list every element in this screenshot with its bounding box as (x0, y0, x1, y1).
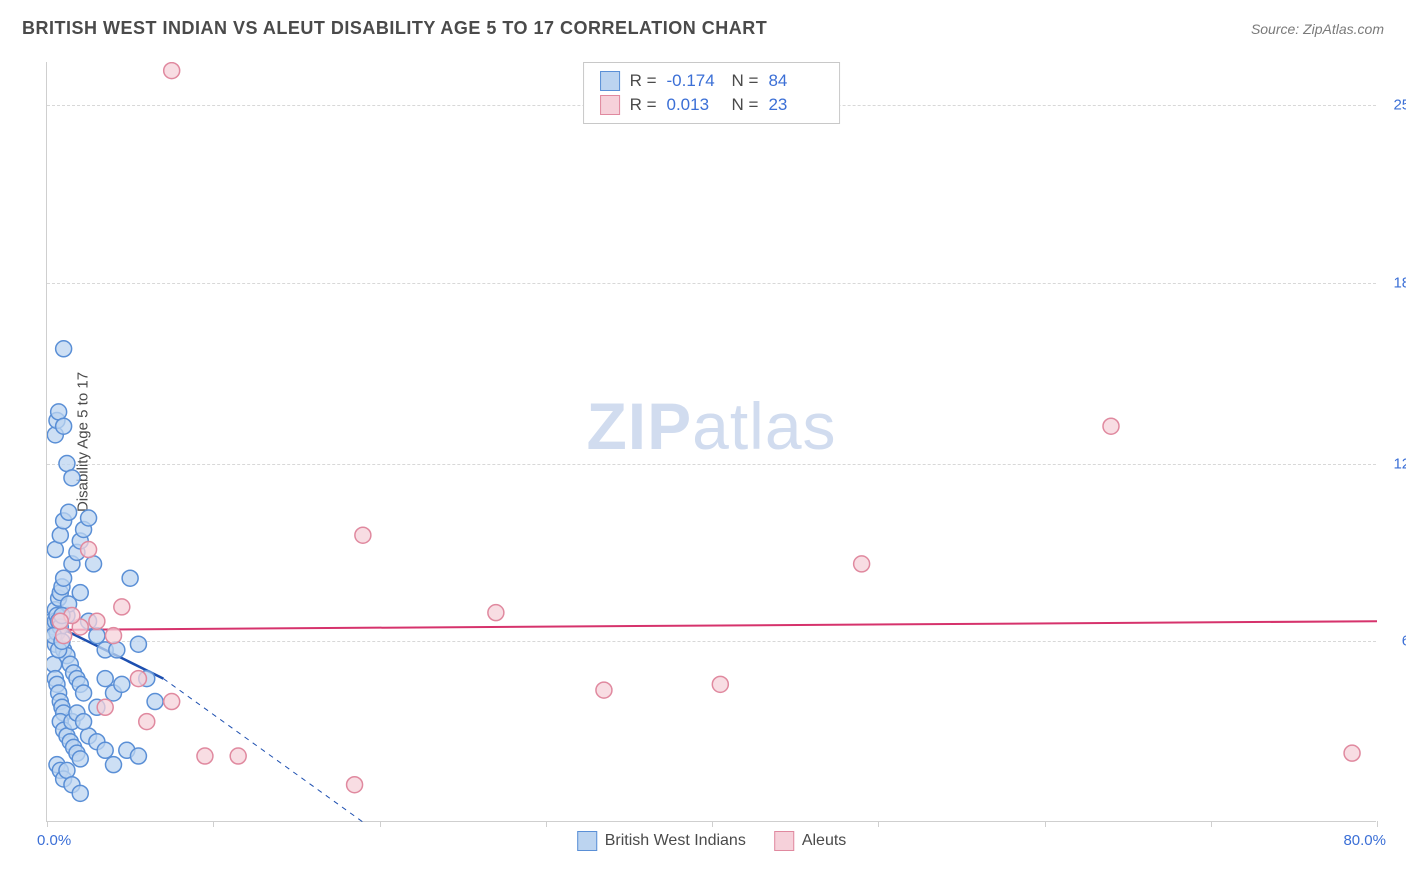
legend-label-series-1: Aleuts (802, 832, 846, 850)
data-point-series-1 (164, 694, 180, 710)
r-value-series-0: -0.174 (667, 71, 722, 91)
y-tick-label: 6.3% (1402, 633, 1406, 650)
data-point-series-0 (86, 556, 102, 572)
data-point-series-1 (488, 605, 504, 621)
data-point-series-0 (97, 671, 113, 687)
series-legend: British West Indians Aleuts (577, 831, 847, 851)
plot-svg (47, 62, 1377, 822)
data-point-series-1 (1103, 418, 1119, 434)
legend-label-series-0: British West Indians (605, 832, 746, 850)
data-point-series-0 (130, 636, 146, 652)
data-point-series-0 (72, 751, 88, 767)
legend-row-series-0: R = -0.174 N = 84 (600, 69, 824, 93)
data-point-series-1 (52, 613, 68, 629)
data-point-series-0 (59, 456, 75, 472)
correlation-legend: R = -0.174 N = 84 R = 0.013 N = 23 (583, 62, 841, 124)
title-bar: BRITISH WEST INDIAN VS ALEUT DISABILITY … (22, 18, 1384, 39)
data-point-series-1 (197, 748, 213, 764)
x-tick (1211, 821, 1212, 827)
scatter-plot-area: Disability Age 5 to 17 ZIPatlas 6.3%12.5… (46, 62, 1376, 822)
x-axis-min-label: 0.0% (37, 832, 71, 849)
source-attribution: Source: ZipAtlas.com (1251, 21, 1384, 37)
trend-line-aleuts (47, 621, 1377, 630)
legend-item-series-0: British West Indians (577, 831, 746, 851)
data-point-series-0 (72, 785, 88, 801)
data-point-series-1 (347, 777, 363, 793)
legend-item-series-1: Aleuts (774, 831, 846, 851)
data-point-series-0 (61, 504, 77, 520)
y-tick-label: 18.8% (1393, 274, 1406, 291)
data-point-series-0 (56, 570, 72, 586)
trend-line-bwi-dashed (163, 679, 363, 822)
data-point-series-0 (47, 542, 63, 558)
data-point-series-0 (106, 757, 122, 773)
data-point-series-0 (147, 694, 163, 710)
data-point-series-0 (59, 762, 75, 778)
x-tick (47, 821, 48, 827)
x-tick (1045, 821, 1046, 827)
x-tick (546, 821, 547, 827)
data-point-series-1 (712, 676, 728, 692)
data-point-series-1 (164, 63, 180, 79)
legend-swatch-bottom-0 (577, 831, 597, 851)
data-point-series-1 (854, 556, 870, 572)
x-tick (878, 821, 879, 827)
data-point-series-0 (51, 404, 67, 420)
data-point-series-1 (130, 671, 146, 687)
data-point-series-0 (109, 642, 125, 658)
data-point-series-0 (122, 570, 138, 586)
data-point-series-1 (230, 748, 246, 764)
data-point-series-1 (1344, 745, 1360, 761)
r-value-series-1: 0.013 (667, 95, 722, 115)
data-point-series-1 (355, 527, 371, 543)
legend-row-series-1: R = 0.013 N = 23 (600, 93, 824, 117)
data-point-series-0 (114, 676, 130, 692)
legend-swatch-bottom-1 (774, 831, 794, 851)
n-value-series-0: 84 (768, 71, 823, 91)
data-point-series-1 (596, 682, 612, 698)
x-axis-max-label: 80.0% (1343, 832, 1386, 849)
data-point-series-0 (81, 510, 97, 526)
data-point-series-1 (89, 613, 105, 629)
y-tick-label: 25.0% (1393, 97, 1406, 114)
data-point-series-1 (81, 542, 97, 558)
x-tick (712, 821, 713, 827)
data-point-series-0 (72, 585, 88, 601)
x-tick (213, 821, 214, 827)
x-tick (380, 821, 381, 827)
n-value-series-1: 23 (768, 95, 823, 115)
data-point-series-1 (56, 628, 72, 644)
data-point-series-0 (76, 714, 92, 730)
data-point-series-1 (139, 714, 155, 730)
data-point-series-0 (76, 685, 92, 701)
data-point-series-0 (56, 418, 72, 434)
data-point-series-0 (97, 742, 113, 758)
data-point-series-1 (114, 599, 130, 615)
y-tick-label: 12.5% (1393, 455, 1406, 472)
x-tick (1377, 821, 1378, 827)
legend-swatch-series-0 (600, 71, 620, 91)
data-point-series-1 (106, 628, 122, 644)
data-point-series-0 (52, 527, 68, 543)
chart-title: BRITISH WEST INDIAN VS ALEUT DISABILITY … (22, 18, 767, 39)
data-point-series-0 (64, 470, 80, 486)
data-point-series-0 (130, 748, 146, 764)
data-point-series-1 (97, 699, 113, 715)
legend-swatch-series-1 (600, 95, 620, 115)
data-point-series-0 (56, 341, 72, 357)
